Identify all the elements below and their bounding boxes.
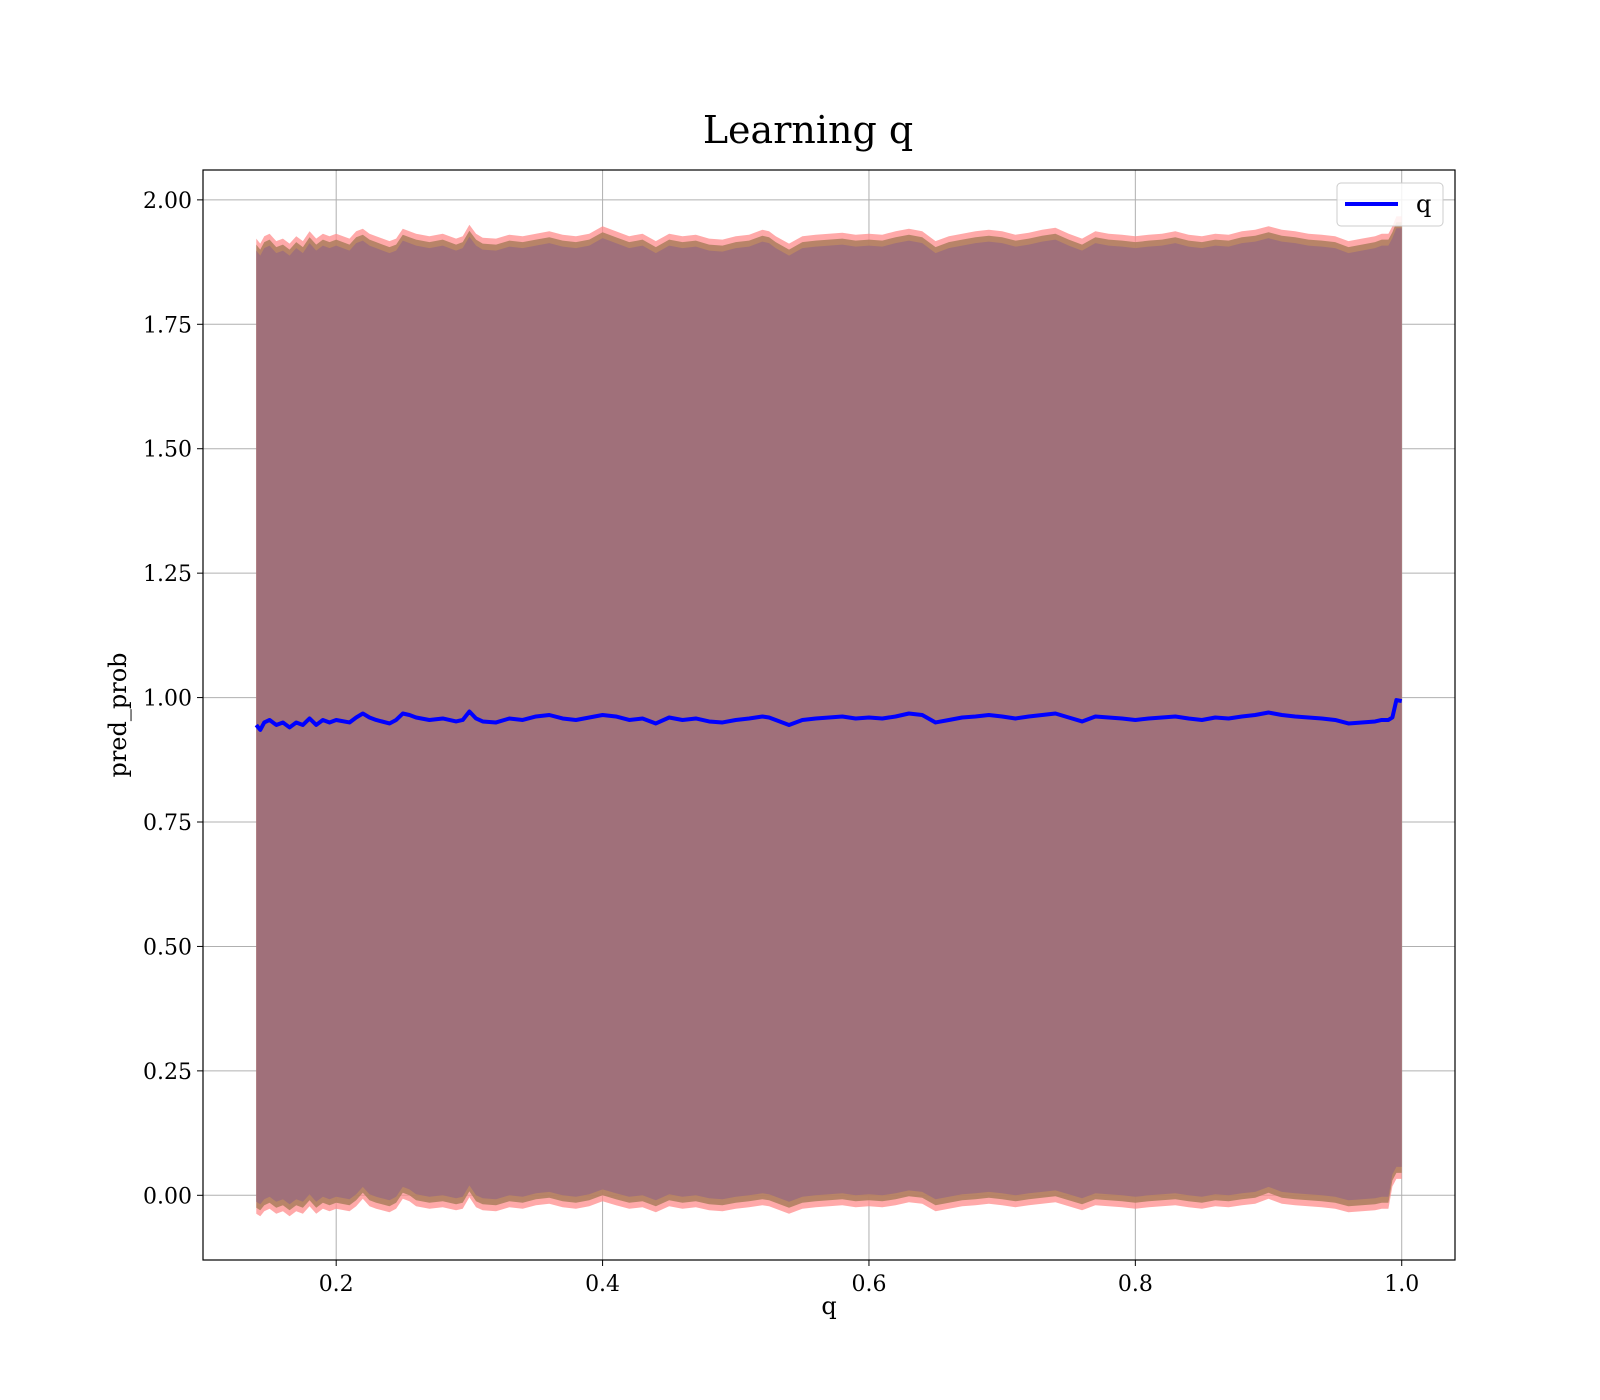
y-tick-label: 2.00 (143, 189, 192, 214)
series-lines (254, 698, 1403, 732)
plot-area-frame (202, 169, 1456, 1261)
legend-label-q: q (1416, 190, 1431, 218)
x-tick-label: 0.8 (1118, 1272, 1153, 1297)
y-tick-label: 1.75 (143, 313, 192, 338)
x-tick-label: 1.0 (1384, 1272, 1419, 1297)
y-tick-label: 0.00 (143, 1184, 192, 1209)
legend: q (1336, 182, 1444, 227)
y-tick-label: 1.50 (143, 438, 192, 463)
y-tick-label: 1.00 (143, 687, 192, 712)
x-tick-label: 0.2 (319, 1272, 354, 1297)
y-axis-ticks: 0.00 0.25 0.50 0.75 1.00 1.25 1.50 1.75 2.00 (143, 189, 203, 1209)
y-tick-label: 0.50 (143, 935, 192, 960)
y-tick-label: 0.75 (143, 811, 192, 836)
y-axis-label: pred_prob (104, 652, 132, 777)
x-tick-label: 0.6 (851, 1272, 886, 1297)
y-tick-label: 1.25 (143, 562, 192, 587)
x-tick-label: 0.4 (585, 1272, 620, 1297)
y-tick-label: 0.25 (143, 1060, 192, 1085)
series-line-q (254, 698, 1403, 732)
x-axis-ticks: 0.2 0.4 0.6 0.8 1.0 (319, 1260, 1419, 1297)
x-axis-label: q (821, 1292, 836, 1320)
chart-title: Learning q (703, 108, 913, 152)
